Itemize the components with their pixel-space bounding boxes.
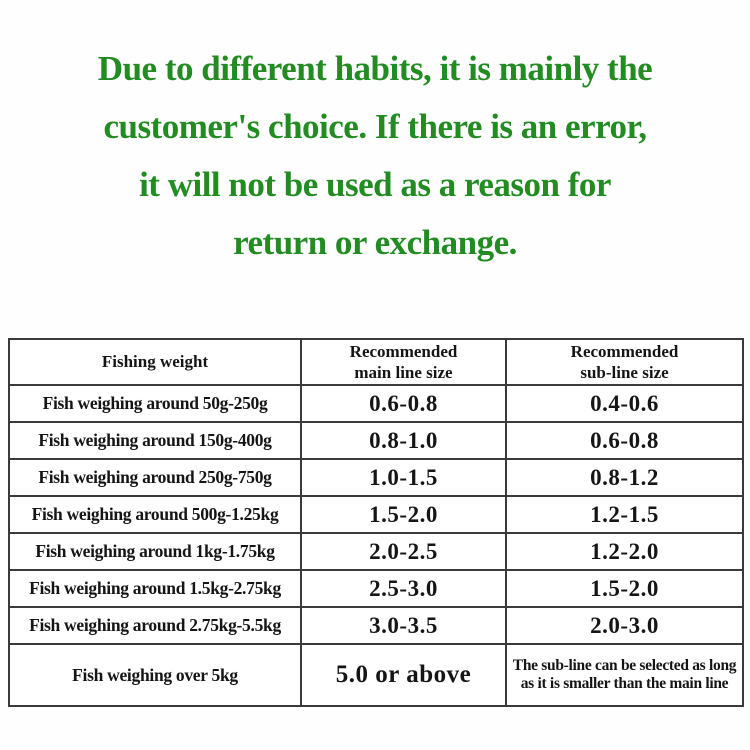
fishing-weight-cell: Fish weighing around 500g-1.25kg: [8, 495, 302, 534]
fishing-weight-cell: Fish weighing around 150g-400g: [8, 421, 302, 460]
sub-line-cell: 0.8-1.2: [505, 458, 744, 497]
main-line-cell: 0.8-1.0: [300, 421, 507, 460]
disclaimer-line-3: it will not be used as a reason for: [139, 165, 611, 204]
main-line-cell: 3.0-3.5: [300, 606, 507, 645]
col-header-main-line: Recommended main line size: [300, 338, 507, 386]
main-line-cell: 2.0-2.5: [300, 532, 507, 571]
sub-line-cell: 0.4-0.6: [505, 384, 744, 423]
fishing-weight-cell: Fish weighing around 2.75kg-5.5kg: [8, 606, 302, 645]
table-row: Fish weighing around 500g-1.25kg 1.5-2.0…: [8, 495, 744, 534]
col-header-sub-line: Recommended sub-line size: [505, 338, 744, 386]
table-row: Fish weighing over 5kg 5.0 or above The …: [8, 643, 744, 707]
disclaimer-text: Due to different habits, it is mainly th…: [0, 40, 750, 272]
main-line-cell: 5.0 or above: [300, 643, 507, 707]
disclaimer-line-1: Due to different habits, it is mainly th…: [97, 49, 653, 88]
sub-line-note-cell: The sub-line can be selected as long as …: [505, 643, 744, 707]
disclaimer-line-4: return or exchange.: [233, 223, 517, 262]
fishing-weight-cell: Fish weighing around 1.5kg-2.75kg: [8, 569, 302, 608]
line-size-table: Fishing weight Recommended main line siz…: [8, 338, 744, 707]
main-line-cell: 1.0-1.5: [300, 458, 507, 497]
table-row: Fish weighing around 2.75kg-5.5kg 3.0-3.…: [8, 606, 744, 645]
fishing-weight-cell: Fish weighing around 250g-750g: [8, 458, 302, 497]
main-line-cell: 1.5-2.0: [300, 495, 507, 534]
fishing-weight-cell: Fish weighing around 1kg-1.75kg: [8, 532, 302, 571]
sub-line-cell: 0.6-0.8: [505, 421, 744, 460]
main-line-cell: 2.5-3.0: [300, 569, 507, 608]
sub-line-cell: 1.5-2.0: [505, 569, 744, 608]
sub-line-cell: 1.2-1.5: [505, 495, 744, 534]
table-row: Fish weighing around 250g-750g 1.0-1.5 0…: [8, 458, 744, 497]
main-line-cell: 0.6-0.8: [300, 384, 507, 423]
fishing-weight-cell: Fish weighing over 5kg: [8, 643, 302, 707]
sub-line-cell: 2.0-3.0: [505, 606, 744, 645]
disclaimer-line-2: customer's choice. If there is an error,: [103, 107, 647, 146]
table-header-row: Fishing weight Recommended main line siz…: [8, 338, 744, 386]
table-row: Fish weighing around 50g-250g 0.6-0.8 0.…: [8, 384, 744, 423]
table-row: Fish weighing around 150g-400g 0.8-1.0 0…: [8, 421, 744, 460]
col-header-fishing-weight: Fishing weight: [8, 338, 302, 386]
table-row: Fish weighing around 1kg-1.75kg 2.0-2.5 …: [8, 532, 744, 571]
table-row: Fish weighing around 1.5kg-2.75kg 2.5-3.…: [8, 569, 744, 608]
sub-line-cell: 1.2-2.0: [505, 532, 744, 571]
fishing-weight-cell: Fish weighing around 50g-250g: [8, 384, 302, 423]
